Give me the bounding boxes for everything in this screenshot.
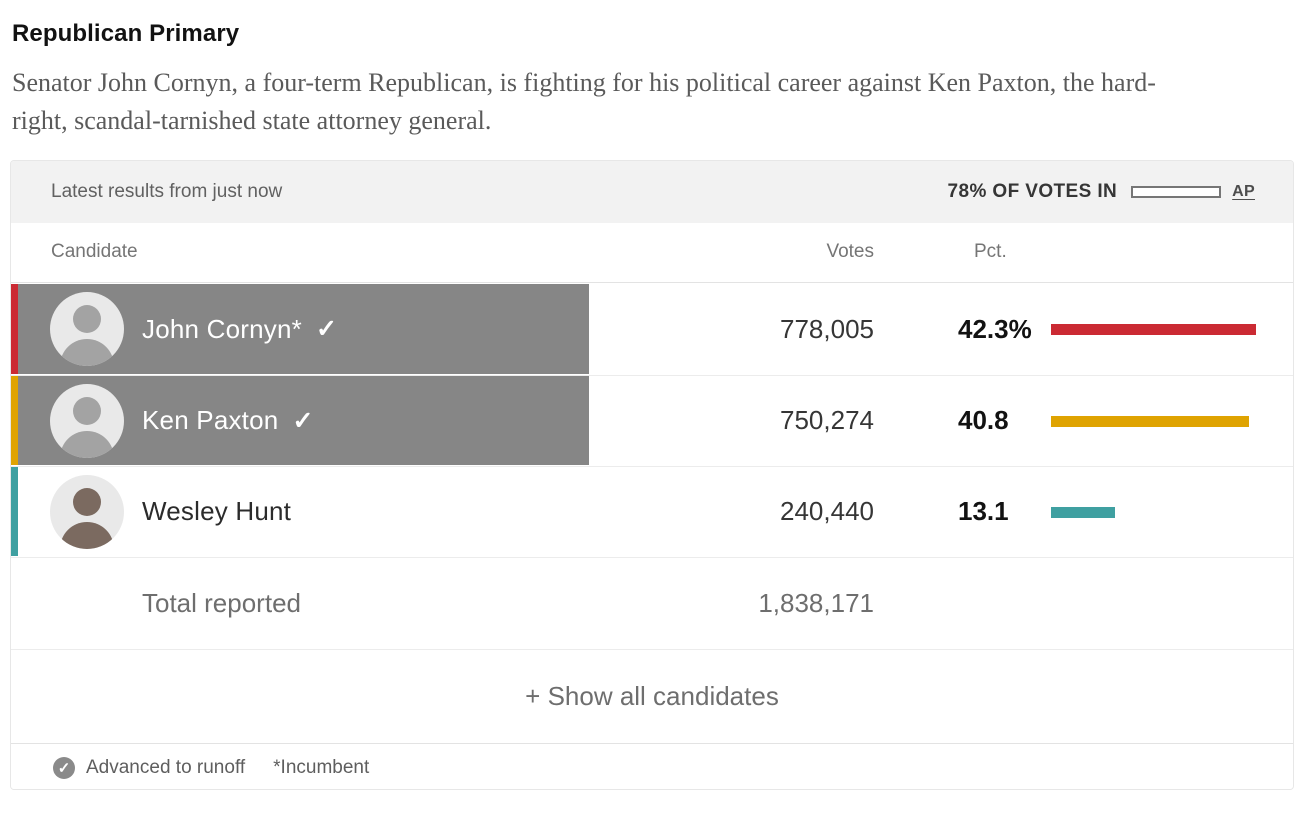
candidate-color-bar <box>11 284 18 374</box>
candidate-name: Ken Paxton ✓ <box>142 376 314 465</box>
table-row: John Cornyn* ✓ 778,005 42.3% <box>11 284 1293 374</box>
pct-bar <box>1051 416 1249 427</box>
candidate-avatar <box>50 475 124 549</box>
candidate-name-text: Wesley Hunt <box>142 496 292 526</box>
candidate-avatar <box>50 384 124 458</box>
candidate-votes: 750,274 <box>780 405 874 435</box>
advanced-check-icon: ✓ <box>315 315 338 343</box>
total-label: Total reported <box>142 588 301 618</box>
incumbent-footnote: *Incumbent <box>273 756 370 778</box>
candidate-pct: 40.8 <box>958 405 1009 435</box>
pct-bar <box>1051 324 1256 335</box>
advanced-to-runoff-icon: ✓ <box>53 756 75 779</box>
column-pct: Pct. <box>974 241 1007 262</box>
person-silhouette-icon <box>60 488 114 549</box>
column-candidate: Candidate <box>51 241 138 262</box>
candidate-color-bar <box>11 467 18 556</box>
results-card: Latest results from just now 78% OF VOTE… <box>10 160 1294 790</box>
candidate-pct: 13.1 <box>958 496 1009 526</box>
intro-paragraph: Senator John Cornyn, a four-term Republi… <box>12 68 1156 135</box>
candidate-pct: 42.3% <box>958 313 1032 344</box>
candidate-name-text: Ken Paxton <box>142 405 279 435</box>
table-column-header: Candidate Votes Pct. <box>11 223 1293 283</box>
total-value: 1,838,171 <box>758 588 874 618</box>
pct-bar <box>1051 507 1115 518</box>
candidate-votes: 240,440 <box>780 496 874 526</box>
candidate-votes: 778,005 <box>780 313 874 344</box>
candidate-name: Wesley Hunt✓ <box>142 467 291 556</box>
results-status-bar: Latest results from just now 78% OF VOTE… <box>11 161 1293 223</box>
votes-in-label: 78% OF VOTES IN <box>947 181 1118 202</box>
person-silhouette-icon <box>60 305 114 366</box>
latest-results-text: Latest results from just now <box>51 181 283 202</box>
candidate-name-text: John Cornyn* <box>142 313 302 344</box>
person-silhouette-icon <box>60 397 114 458</box>
ap-source-link[interactable]: AP <box>1232 183 1255 200</box>
candidate-color-bar <box>11 376 18 465</box>
total-row: Total reported 1,838,171 <box>11 557 1293 649</box>
advanced-to-runoff-label: Advanced to runoff <box>86 756 246 778</box>
candidate-name: John Cornyn* ✓ <box>142 284 337 374</box>
show-all-candidates-button[interactable]: + Show all candidates <box>11 649 1293 743</box>
table-row: Wesley Hunt✓ 240,440 13.1 <box>11 466 1293 556</box>
column-votes: Votes <box>826 241 874 262</box>
table-row: Ken Paxton ✓ 750,274 40.8 <box>11 375 1293 465</box>
footnotes-bar: ✓ Advanced to runoff *Incumbent <box>11 743 1293 789</box>
page-title: Republican Primary <box>12 20 240 47</box>
votes-in-meter <box>1131 186 1222 198</box>
advanced-check-icon: ✓ <box>292 406 314 435</box>
votes-in-wrap: 78% OF VOTES IN AP <box>948 181 1255 203</box>
candidate-avatar <box>50 292 124 366</box>
